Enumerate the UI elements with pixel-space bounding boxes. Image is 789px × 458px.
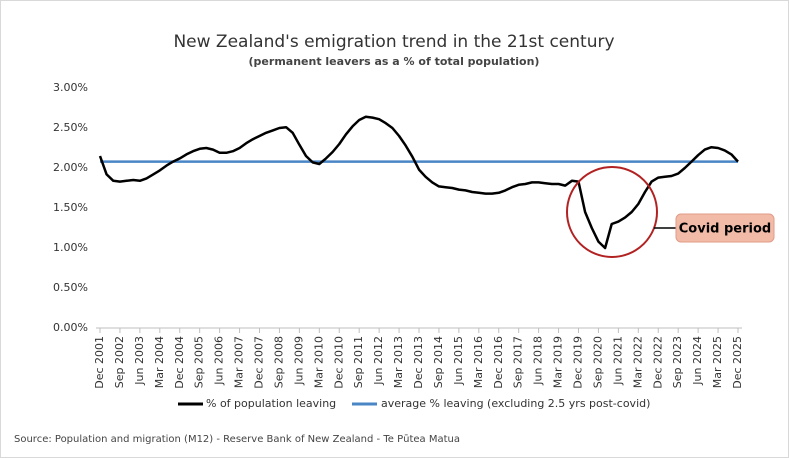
x-tick-label: Mar 2010: [312, 336, 325, 388]
legend-label: % of population leaving: [206, 397, 336, 410]
x-tick-label: Mar 2013: [392, 336, 405, 388]
x-tick-label: Dec 2001: [93, 336, 106, 389]
annotation: Covid period: [679, 222, 771, 237]
covid-circle: [566, 166, 658, 258]
x-tick-label: Mar 2019: [552, 336, 565, 388]
x-tick-label: Dec 2010: [332, 336, 345, 389]
x-tick-label: Sep 2023: [671, 336, 684, 388]
x-tick-label: Jun 2018: [532, 336, 545, 386]
y-tick-label: 3.00%: [53, 81, 88, 94]
y-tick-label: 0.50%: [53, 281, 88, 294]
chart-title: New Zealand's emigration trend in the 21…: [173, 32, 614, 52]
x-tick-label: Dec 2016: [492, 336, 505, 389]
x-tick-label: Jun 2015: [452, 336, 465, 386]
x-tick-label: Dec 2022: [651, 336, 664, 389]
x-tick-label: Jun 2006: [213, 336, 226, 386]
x-tick-label: Sep 2005: [193, 336, 206, 388]
x-tick-label: Dec 2025: [731, 336, 744, 389]
x-tick-label: Jun 2021: [611, 336, 624, 386]
x-tick-label: Dec 2007: [253, 336, 266, 389]
data-line: [98, 115, 739, 250]
x-tick-label: Mar 2004: [153, 336, 166, 388]
y-tick-label: 2.00%: [53, 161, 88, 174]
y-tick-label: 2.50%: [53, 121, 88, 134]
x-tick-label: Mar 2025: [711, 336, 724, 388]
x-tick-label: Sep 2011: [352, 336, 365, 388]
x-tick-label: Sep 2014: [432, 336, 445, 388]
x-tick-label: Jun 2012: [372, 336, 385, 386]
x-tick-label: Dec 2019: [572, 336, 585, 389]
x-tick-label: Mar 2007: [233, 336, 246, 388]
x-tick-label: Jun 2009: [292, 336, 305, 386]
source: Source: Population and migration (M12) -…: [14, 434, 460, 445]
y-tick-label: 0.00%: [53, 321, 88, 334]
x-tick-label: Mar 2022: [631, 336, 644, 388]
x-tick-label: Sep 2008: [272, 336, 285, 388]
y-tick-label: 1.00%: [53, 241, 88, 254]
x-tick-label: Dec 2013: [412, 336, 425, 389]
x-tick-label: Sep 2002: [113, 336, 126, 388]
x-tick-label: Jun 2024: [691, 336, 704, 386]
legend-label: average % leaving (excluding 2.5 yrs pos…: [381, 397, 650, 410]
x-tick-label: Sep 2017: [512, 336, 525, 388]
chart-subtitle: (permanent leavers as a % of total popul…: [249, 55, 540, 68]
y-tick-label: 1.50%: [53, 201, 88, 214]
x-tick-label: Jun 2003: [133, 336, 146, 386]
callout-box: [675, 213, 775, 243]
x-tick-label: Mar 2016: [472, 336, 485, 388]
x-tick-label: Sep 2020: [591, 336, 604, 388]
x-tick-label: Dec 2004: [173, 336, 186, 389]
